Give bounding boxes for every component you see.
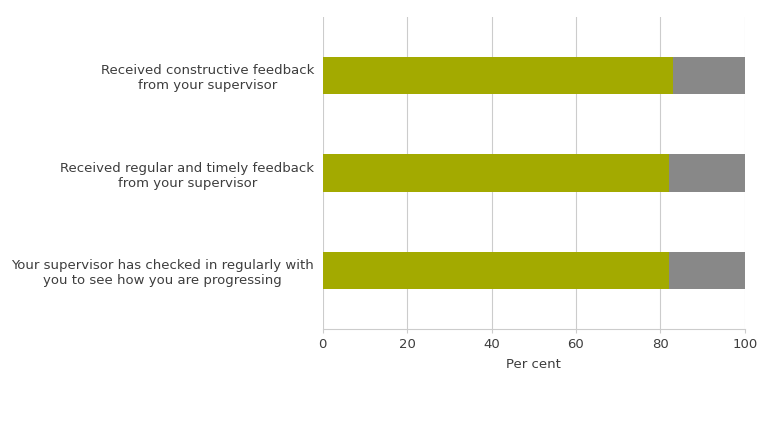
- Bar: [673, 57, 745, 94]
- X-axis label: Per cent: Per cent: [506, 358, 561, 371]
- Bar: [669, 154, 745, 192]
- Bar: [323, 252, 669, 289]
- Bar: [323, 57, 673, 94]
- Bar: [323, 154, 669, 192]
- Bar: [669, 252, 745, 289]
